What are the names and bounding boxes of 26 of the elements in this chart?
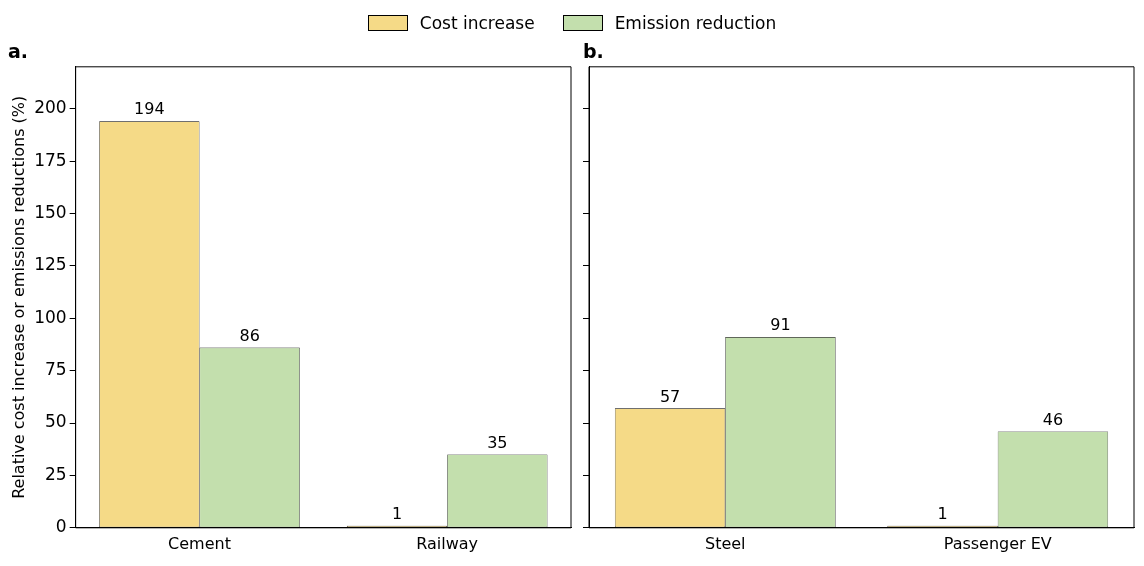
legend-label: Emission reduction <box>614 13 777 33</box>
y-tick-label: 25 <box>45 463 67 484</box>
x-tick-label: Railway <box>416 533 479 553</box>
data-label: 91 <box>770 315 791 335</box>
data-label: 194 <box>134 99 165 119</box>
data-label: 1 <box>937 503 948 523</box>
y-tick-label: 200 <box>34 97 67 118</box>
data-label: 35 <box>487 432 508 452</box>
y-tick-label: 100 <box>34 306 67 327</box>
y-tick-label: 75 <box>45 359 67 380</box>
y-tick-label: 0 <box>55 516 67 537</box>
x-tick-label: Passenger EV <box>943 533 1052 553</box>
x-tick-label: Cement <box>168 533 231 553</box>
chart-title: a. <box>8 40 29 63</box>
x-tick-label: Steel <box>704 533 746 553</box>
data-label: 46 <box>1042 409 1064 429</box>
y-axis-title: Relative cost increase or emissions reductions (%) <box>8 95 28 499</box>
y-tick-label: 50 <box>45 411 67 432</box>
y-tick-label: 150 <box>34 201 67 222</box>
legend-label: Cost increase <box>419 13 535 33</box>
data-label: 86 <box>239 325 260 345</box>
y-tick-label: 175 <box>34 149 67 170</box>
data-label: 57 <box>659 386 681 406</box>
data-label: 1 <box>391 503 403 523</box>
y-tick-label: 125 <box>34 254 67 275</box>
chart-title: b. <box>583 40 604 63</box>
